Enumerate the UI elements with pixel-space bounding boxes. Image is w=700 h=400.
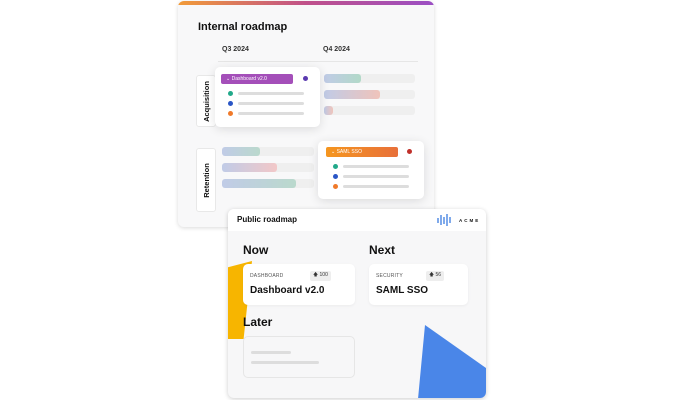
vote-badge[interactable]: 🡅 100 (310, 271, 331, 281)
task-line (343, 175, 409, 178)
avatar (303, 76, 308, 81)
roadmap-card[interactable]: SECURITY 🡅 56 SAML SSO (369, 264, 468, 305)
quarter-q4: Q4 2024 (323, 46, 350, 53)
header-divider (218, 61, 418, 62)
row-label: Retention (201, 162, 211, 198)
column-next: Next (369, 243, 396, 257)
popup-dashboard[interactable]: ⌄ Dashboard v2.0 (215, 67, 320, 127)
tag-saml[interactable]: ⌄ SAML SSO (326, 147, 398, 157)
quarter-q3: Q3 2024 (222, 46, 249, 53)
card-category: SECURITY (376, 273, 403, 279)
progress-fill (222, 147, 260, 156)
card-title: Dashboard v2.0 (250, 285, 325, 296)
tag-label: SAML SSO (336, 149, 362, 155)
card-category: DASHBOARD (250, 273, 284, 279)
placeholder-line (251, 361, 319, 364)
progress-fill (222, 179, 296, 188)
row-label: Acquisition (201, 80, 211, 122)
status-dot (228, 111, 233, 116)
column-later: Later (243, 315, 273, 329)
tag-label: Dashboard v2.0 (231, 76, 267, 82)
public-header (228, 209, 486, 231)
row-retention[interactable]: Retention (196, 148, 216, 212)
public-roadmap-window: Public roadmap ACME Now Next DASHBOARD 🡅… (228, 209, 486, 398)
column-now: Now (243, 243, 269, 257)
progress-fill (324, 74, 362, 83)
avatar (407, 149, 412, 154)
acme-logo-icon (437, 214, 451, 226)
progress-track[interactable] (222, 163, 314, 172)
public-title: Public roadmap (237, 215, 298, 224)
tag-dashboard[interactable]: ⌄ Dashboard v2.0 (221, 74, 293, 84)
acme-logo: ACME (437, 214, 480, 226)
progress-track[interactable] (324, 106, 415, 115)
vote-count: 56 (435, 272, 442, 278)
internal-title: Internal roadmap (198, 21, 288, 33)
progress-fill (324, 90, 381, 99)
progress-track[interactable] (222, 179, 314, 188)
status-dot (333, 184, 338, 189)
vote-badge[interactable]: 🡅 56 (426, 271, 445, 281)
progress-fill (222, 163, 278, 172)
task-line (238, 112, 304, 115)
logo-text: ACME (459, 217, 481, 223)
status-dot (333, 164, 338, 169)
blue-shape (418, 325, 486, 398)
status-dot (333, 174, 338, 179)
task-line (343, 165, 409, 168)
status-dot (228, 91, 233, 96)
gradient-topbar (178, 1, 434, 5)
placeholder-card[interactable] (243, 336, 355, 378)
row-acquisition[interactable]: Acquisition (196, 75, 216, 127)
card-title: SAML SSO (376, 285, 429, 296)
progress-track[interactable] (324, 74, 415, 83)
roadmap-card[interactable]: DASHBOARD 🡅 100 Dashboard v2.0 (243, 264, 355, 305)
internal-roadmap-window: Internal roadmap Q3 2024 Q4 2024 Acquisi… (178, 1, 434, 227)
task-line (343, 185, 409, 188)
status-dot (228, 101, 233, 106)
progress-fill (324, 106, 334, 115)
popup-saml[interactable]: ⌄ SAML SSO (318, 141, 424, 199)
task-line (238, 102, 304, 105)
progress-track[interactable] (324, 90, 415, 99)
placeholder-line (251, 351, 291, 354)
task-line (238, 92, 304, 95)
progress-track[interactable] (222, 147, 314, 156)
vote-count: 100 (319, 272, 328, 278)
